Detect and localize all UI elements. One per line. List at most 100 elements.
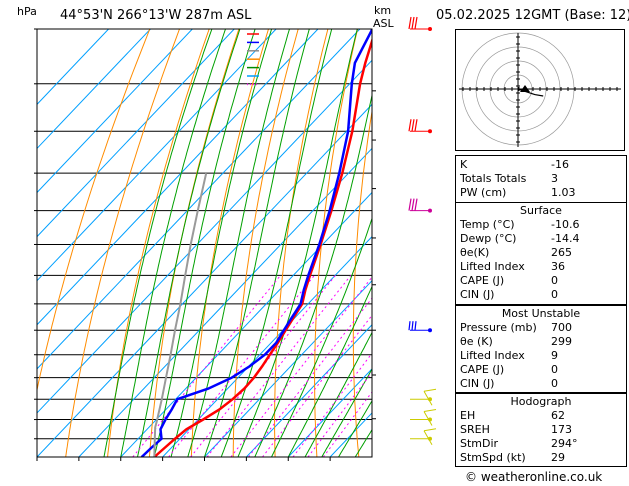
wind-barb-flag (423, 409, 437, 413)
row-key: StmSpd (kt) (460, 451, 526, 464)
wind-barb-dot (428, 417, 432, 422)
unstable-panel: Most Unstable Pressure (mb) 700 θe (K) 299 L… (455, 305, 627, 393)
row-value: 29 (551, 451, 565, 464)
parcel-trajectory-line (153, 172, 208, 457)
row-key: Lifted Index (460, 349, 525, 362)
row-value: -16 (551, 158, 569, 171)
isotherm-line (371, 456, 372, 457)
row-value: 36 (551, 260, 565, 273)
wind-barb-flag (411, 321, 414, 331)
skew-t-chart (34, 16, 455, 461)
row-value: 3 (551, 172, 558, 185)
row-key: Temp (°C) (460, 218, 515, 231)
isotherm-line (37, 29, 151, 150)
indices-panel: K -16 Totals Totals 3 PW (cm) 1.03 Surface Te… (455, 155, 627, 305)
isotherm-line (78, 147, 372, 457)
table-row: Lifted Index 9 (460, 349, 622, 363)
wet-adiabat-line (254, 92, 372, 457)
table-row: Lifted Index 36 (460, 260, 622, 274)
wind-barb-flag (411, 119, 415, 132)
dry-adiabat-line (352, 108, 372, 457)
row-key: K (460, 158, 468, 171)
row-key: Pressure (mb) (460, 321, 537, 334)
wind-barb (410, 409, 437, 426)
mixing-ratio-line (132, 275, 281, 457)
dry-adiabat-line (190, 29, 269, 457)
wind-barb-flag (411, 16, 415, 30)
row-value: 0 (551, 377, 558, 390)
row-value: 0 (551, 288, 558, 301)
isotherm-line (287, 368, 372, 457)
row-value: 0 (551, 274, 558, 287)
mixing-ratio-line (230, 276, 372, 457)
location-label: 44°53'N 266°13'W 287m ASL (60, 8, 252, 23)
mixing-ratio-line (248, 297, 372, 457)
isotherm-line (37, 29, 277, 282)
wind-barb-flag (408, 198, 412, 211)
wind-barb (410, 388, 437, 406)
table-row: K -16 (460, 158, 622, 172)
wet-adiabat-line (120, 29, 226, 457)
isotherm-line (37, 29, 361, 370)
row-key: CAPE (J) (460, 274, 505, 287)
dry-adiabat-line (232, 29, 299, 457)
table-row: θe(K) 265 (460, 246, 622, 260)
table-row: Dewp (°C) -14.4 (460, 232, 622, 246)
isotherm-line (414, 29, 455, 457)
wind-barb-flag (423, 388, 437, 392)
hodograph-chart (455, 29, 625, 151)
isotherm-line (37, 29, 319, 326)
dry-adiabat-line (148, 29, 240, 457)
row-value: -14.4 (551, 232, 580, 245)
wind-barb (408, 321, 432, 333)
mixing-ratio-line (262, 314, 372, 457)
wet-adiabat-line (220, 29, 333, 457)
wind-barb-flag (423, 428, 437, 432)
dry-adiabat-line (427, 29, 446, 457)
isotherm-line (204, 279, 372, 457)
wind-barb (408, 119, 432, 134)
dry-adiabat-line (65, 29, 180, 457)
wind-barb-flag (414, 321, 417, 331)
wind-barb-flag (414, 119, 418, 132)
wet-adiabat-line (271, 216, 372, 457)
table-row: Temp (°C) -10.6 (460, 218, 622, 232)
mixing-ratio-line (292, 352, 372, 457)
wet-adiabat-line (371, 456, 372, 457)
wind-barb-dot (428, 328, 432, 333)
row-value: 265 (551, 246, 572, 259)
row-key: SREH (460, 423, 490, 436)
km-unit-label-2: ASL (373, 17, 394, 30)
wind-barb-flag (423, 411, 433, 426)
wind-barb-flag (423, 390, 433, 406)
table-row: SREH 173 (460, 423, 622, 437)
row-key: EH (460, 409, 476, 422)
row-key: Dewp (°C) (460, 232, 517, 245)
wind-barb-flag (408, 119, 412, 132)
mixing-ratio-line (206, 275, 352, 457)
wet-adiabat-line (321, 368, 372, 457)
table-row: CAPE (J) 0 (460, 363, 622, 377)
dewpoint-line (140, 29, 372, 457)
table-row: CIN (J) 0 (460, 377, 622, 391)
copyright-label: © weatheronline.co.uk (465, 470, 603, 484)
hodograph-stats-title: Hodograph (510, 395, 572, 408)
hodograph-stats-panel: Hodograph EH 62 SREH 173 StmDir 294° StmSpd (k… (455, 393, 627, 467)
wind-barb-flag (414, 16, 418, 30)
row-key: PW (cm) (460, 186, 507, 199)
row-value: -10.6 (551, 218, 580, 231)
mixing-ratio-line (307, 371, 372, 457)
wet-adiabat-line (137, 29, 241, 457)
wet-adiabat-line (287, 285, 372, 457)
isotherm-line (37, 29, 109, 106)
wind-barb-dot (428, 397, 432, 402)
table-row: Totals Totals 3 (460, 172, 622, 186)
table-row: θe (K) 299 (460, 335, 622, 349)
wind-barb-dot (428, 27, 432, 31)
table-row: Pressure (mb) 700 (460, 321, 622, 335)
row-value: 173 (551, 423, 572, 436)
isotherm-line (37, 103, 372, 457)
dry-adiabat-line (107, 29, 210, 457)
wet-adiabat-line (354, 428, 372, 457)
wind-barb (408, 198, 432, 213)
